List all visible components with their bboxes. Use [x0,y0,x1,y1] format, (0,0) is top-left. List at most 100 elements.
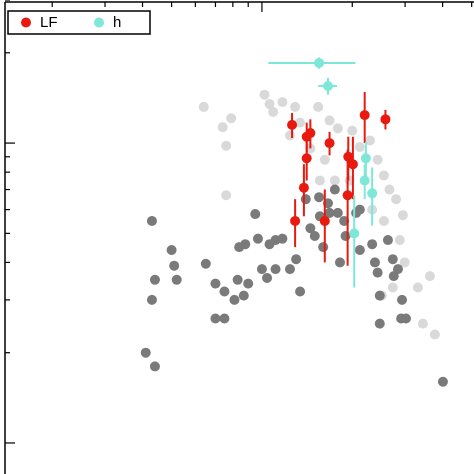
point [378,215,389,226]
point [347,159,358,170]
point [349,228,360,239]
point [149,274,160,285]
point [270,264,281,275]
point [332,123,343,134]
point [378,170,389,181]
point [397,210,408,221]
legend-label: LF [40,14,58,31]
point [400,313,411,324]
point [391,194,402,205]
point [221,140,232,151]
point [342,190,353,201]
point [314,175,325,186]
point [374,290,385,301]
point [392,264,403,275]
point [319,215,330,226]
point [437,376,448,387]
point [412,282,423,293]
point [318,242,329,253]
point [424,271,435,282]
point [290,215,301,226]
point [354,204,365,215]
point [259,89,270,100]
point [319,154,330,165]
point [219,313,230,324]
point [382,235,393,246]
legend-label: h [113,14,121,31]
legend-marker [94,17,104,28]
point [295,117,306,128]
point [369,257,380,268]
point [226,113,237,124]
point [305,223,316,234]
point [387,282,398,293]
point [210,278,221,289]
point [301,131,312,142]
point [329,184,340,195]
point [221,190,232,201]
point [264,98,275,109]
point [149,361,160,372]
point [394,235,405,246]
point [290,101,301,112]
point [359,110,370,121]
point [399,257,410,268]
point [314,57,325,68]
point [367,239,378,250]
point [146,215,157,226]
point [291,254,302,265]
point [360,153,371,164]
point [313,101,324,112]
point [354,142,365,153]
point [314,192,325,203]
point [277,97,288,108]
point [256,264,267,275]
point [354,245,365,256]
point [284,264,295,275]
point [324,115,335,126]
point [268,106,279,117]
point [372,154,383,165]
legend-box [7,10,151,35]
point [384,184,395,195]
point [169,260,180,271]
point [309,230,320,241]
point [397,294,408,305]
point [301,153,312,164]
point [232,274,243,285]
point [250,209,261,220]
point [229,294,240,305]
point [367,188,378,199]
point [262,272,273,283]
point [277,233,288,244]
point [217,122,228,133]
point [198,101,209,112]
legend-marker [21,17,31,28]
point [243,278,254,289]
point [329,175,340,186]
point [284,130,295,141]
point [298,182,309,193]
point [417,318,428,329]
point [210,313,221,324]
point [200,258,211,269]
point [380,114,391,125]
point [287,119,298,130]
point [322,81,333,92]
point [347,125,358,136]
point [359,175,370,186]
point [387,254,398,265]
point [140,347,151,358]
point [240,239,251,250]
point [171,274,182,285]
point [374,318,385,329]
point [295,286,306,297]
point [166,245,177,256]
point [372,267,383,278]
point [146,294,157,305]
point [364,135,375,146]
point [219,286,230,297]
point [334,257,345,268]
point [238,290,249,301]
